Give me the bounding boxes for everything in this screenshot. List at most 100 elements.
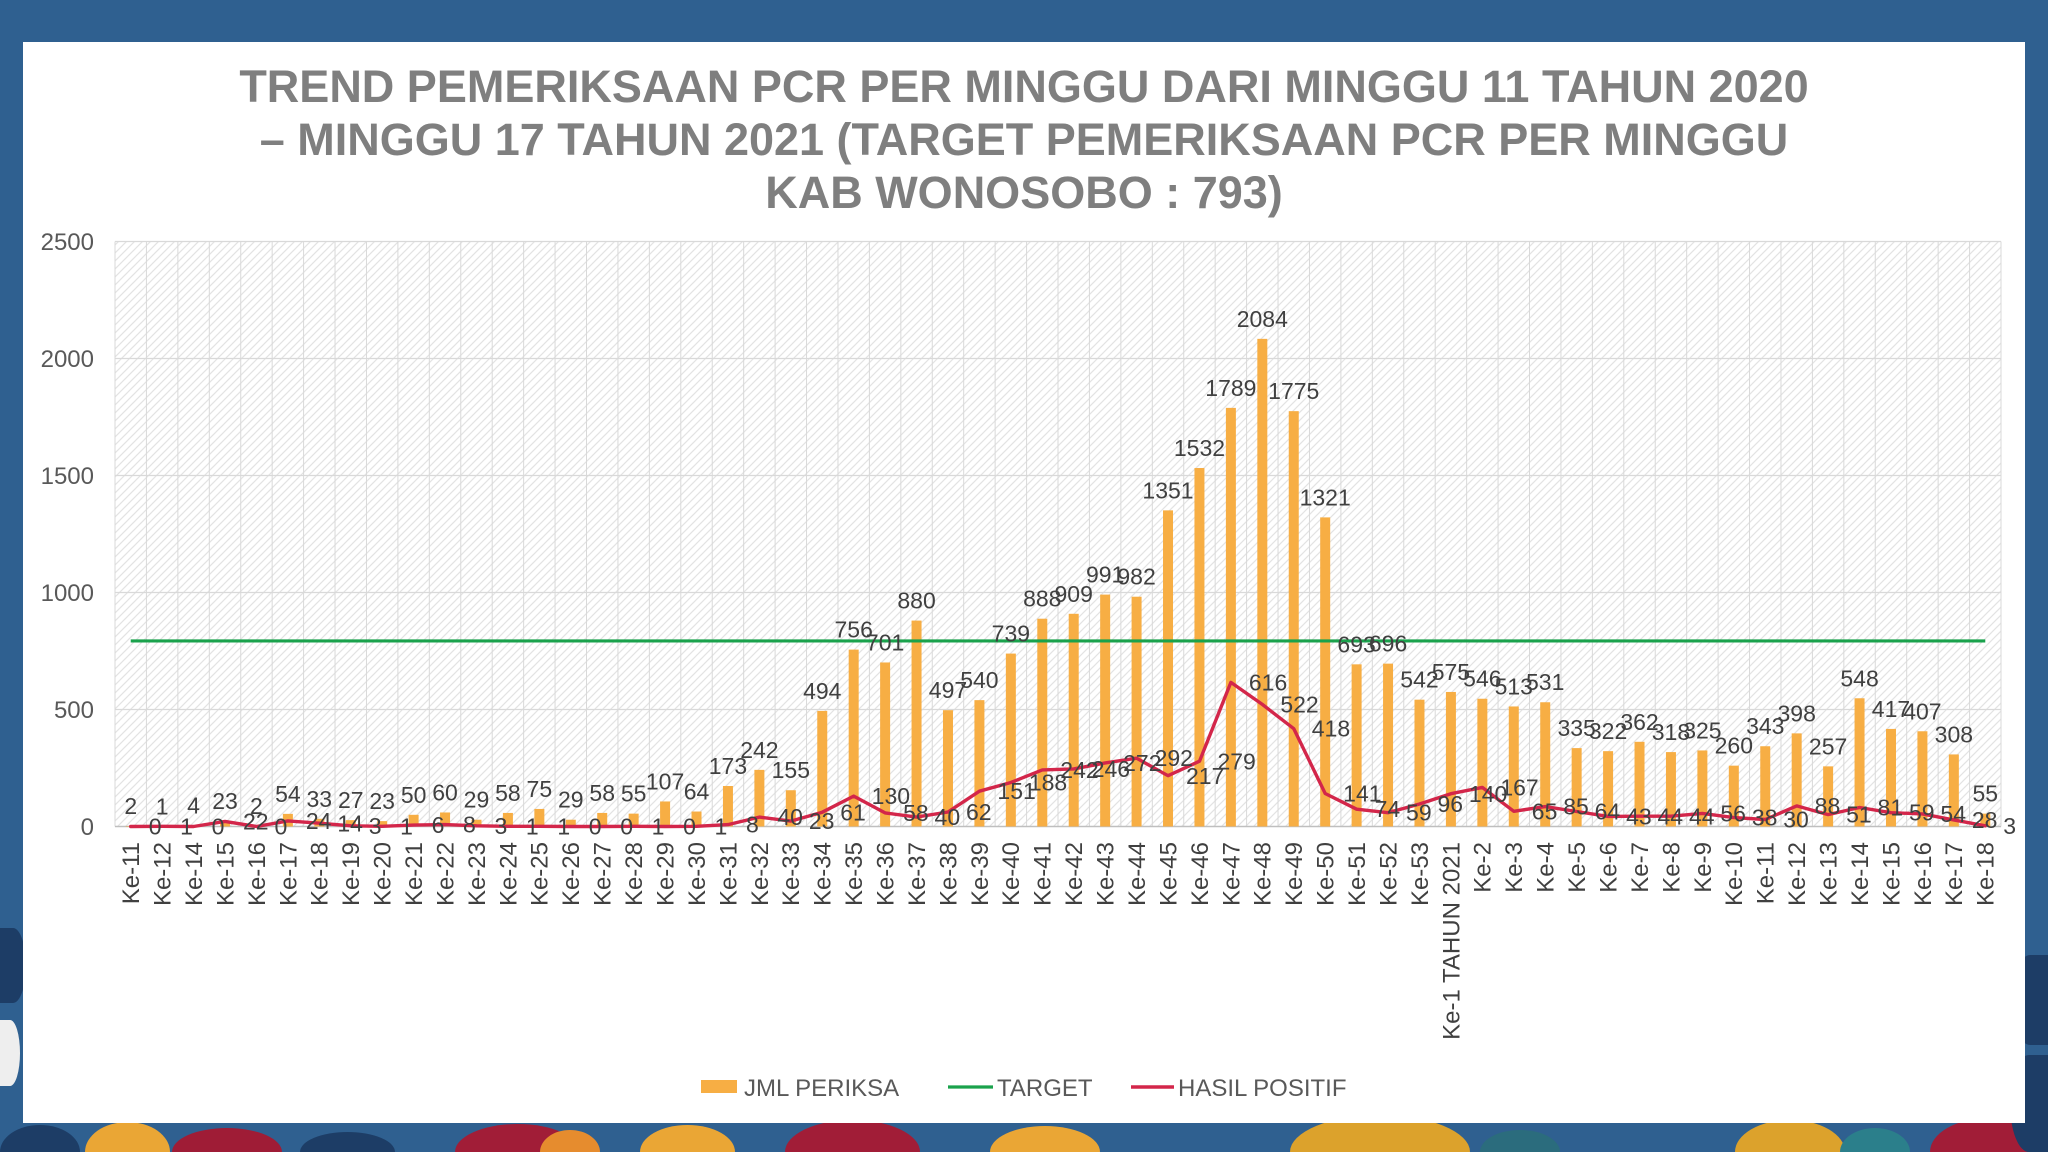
positive-data-label: 0	[620, 814, 633, 840]
legend-label: HASIL POSITIF	[1178, 1075, 1346, 1102]
positive-data-label: 140	[1469, 781, 1507, 807]
positive-data-label: 88	[1815, 793, 1841, 819]
positive-data-label: 74	[1375, 796, 1401, 822]
y-tick-label: 1000	[41, 580, 94, 607]
positive-data-label: 1	[715, 813, 728, 839]
x-tick-label: Ke-31	[715, 842, 742, 906]
bar-jml-periksa	[1508, 706, 1519, 827]
x-tick-label: Ke-22	[432, 842, 459, 906]
positive-data-label: 3	[2003, 813, 2016, 839]
x-tick-label: Ke-13	[1816, 842, 1843, 906]
bar-jml-periksa	[691, 811, 702, 827]
bar-jml-periksa	[1288, 411, 1299, 827]
x-tick-label: Ke-24	[495, 842, 522, 906]
x-tick-label: Ke-8	[1658, 842, 1685, 893]
positive-data-label: 0	[212, 814, 225, 840]
x-tick-label: Ke-28	[621, 842, 648, 906]
x-tick-label: Ke-25	[527, 842, 554, 906]
x-tick-label: Ke-41	[1030, 842, 1057, 906]
bar-jml-periksa	[220, 821, 231, 827]
background-decoration	[300, 1132, 395, 1152]
x-tick-label: Ke-4	[1533, 842, 1560, 893]
bar-data-label: 407	[1903, 698, 1941, 724]
bar-jml-periksa	[1477, 698, 1488, 827]
bar-jml-periksa	[1917, 731, 1928, 827]
positive-data-label: 65	[1532, 798, 1558, 824]
x-tick-label: Ke-10	[1721, 842, 1748, 906]
positive-data-label: 81	[1878, 795, 1904, 821]
x-tick-label: Ke-38	[935, 842, 962, 906]
bar-jml-periksa	[1351, 664, 1362, 827]
bar-data-label: 909	[1055, 581, 1093, 607]
bar-data-label: 880	[897, 588, 935, 614]
legend-label: JML PERIKSA	[744, 1075, 899, 1102]
bar-jml-periksa	[1885, 728, 1896, 827]
legend-swatch-bar	[701, 1080, 737, 1093]
chart-title-line: – MINGGU 17 TAHUN 2021 (TARGET PEMERIKSA…	[259, 114, 1789, 165]
bar-data-label: 155	[772, 757, 810, 783]
bar-data-label: 75	[527, 776, 553, 802]
bar-data-label: 343	[1746, 713, 1784, 739]
positive-data-label: 30	[1783, 807, 1809, 833]
positive-data-label: 279	[1217, 748, 1255, 774]
x-tick-label: Ke-47	[1218, 842, 1245, 906]
x-tick-label: Ke-20	[370, 842, 397, 906]
chart-title-line: KAB WONOSOBO : 793)	[765, 167, 1283, 218]
bar-jml-periksa	[628, 813, 639, 827]
x-tick-label: Ke-36	[873, 842, 900, 906]
positive-data-label: 1	[180, 813, 193, 839]
x-tick-label: Ke-17	[275, 842, 302, 906]
x-tick-label: Ke-35	[841, 842, 868, 906]
bar-jml-periksa	[1791, 733, 1802, 827]
bar-data-label: 23	[369, 788, 395, 814]
x-tick-label: Ke-39	[967, 842, 994, 906]
positive-data-label: 1	[557, 813, 570, 839]
bar-data-label: 50	[401, 782, 427, 808]
legend-item-jml-periksa: JML PERIKSA	[701, 1075, 899, 1102]
bar-jml-periksa	[1005, 653, 1016, 827]
x-tick-label: Ke-48	[1250, 842, 1277, 906]
x-tick-label: Ke-45	[1155, 842, 1182, 906]
bar-jml-periksa	[880, 662, 891, 827]
bar-data-label: 173	[709, 753, 747, 779]
positive-data-label: 51	[1846, 802, 1872, 828]
bar-jml-periksa	[597, 812, 608, 827]
x-tick-label: Ke-53	[1407, 842, 1434, 906]
bar-jml-periksa	[1980, 813, 1991, 827]
background-decoration	[1480, 1130, 1560, 1152]
bar-data-label: 23	[212, 788, 238, 814]
bar-data-labels: 2 1 4 23 2 54 33 27 23 50 60 29 58 75 29 58 55 107 6417324…	[124, 306, 1998, 819]
bar-jml-periksa	[377, 821, 388, 827]
bar-jml-periksa	[1131, 596, 1142, 827]
bar-jml-periksa	[1194, 468, 1205, 827]
positive-data-label: 44	[1689, 803, 1715, 829]
bar-data-label: 696	[1369, 631, 1407, 657]
bar-jml-periksa	[1823, 766, 1834, 827]
bar-jml-periksa	[1697, 750, 1708, 827]
positive-data-label: 272	[1123, 750, 1161, 776]
bar-data-label: 701	[866, 629, 904, 655]
bar-data-label: 531	[1526, 669, 1564, 695]
positive-data-label: 62	[966, 799, 992, 825]
x-tick-label: Ke-12	[1784, 842, 1811, 906]
positive-data-label: 292	[1155, 745, 1193, 771]
positive-data-label: 0	[274, 814, 287, 840]
x-tick-label: Ke-33	[778, 842, 805, 906]
bar-data-label: 739	[992, 621, 1030, 647]
bar-jml-periksa	[660, 801, 671, 827]
bar-jml-periksa	[1665, 752, 1676, 827]
bar-jml-periksa	[1414, 699, 1425, 827]
x-axis: Ke-11 Ke-12 Ke-14 Ke-15 Ke-16 Ke-17 Ke-18 Ke-19…	[118, 842, 2000, 1040]
bar-data-label: 546	[1463, 666, 1501, 692]
bar-jml-periksa	[1320, 517, 1331, 827]
x-tick-label: Ke-2	[1470, 842, 1497, 893]
background-decoration	[0, 928, 26, 1003]
x-tick-label: Ke-15	[1878, 842, 1905, 906]
bar-jml-periksa	[1760, 746, 1771, 827]
x-tick-label: Ke-29	[652, 842, 679, 906]
positive-data-label: 418	[1312, 716, 1350, 742]
x-tick-label: Ke-52	[1375, 842, 1402, 906]
positive-data-label: 44	[1658, 803, 1684, 829]
x-tick-label: Ke-17	[1941, 842, 1968, 906]
x-tick-label: Ke-44	[1124, 842, 1151, 906]
